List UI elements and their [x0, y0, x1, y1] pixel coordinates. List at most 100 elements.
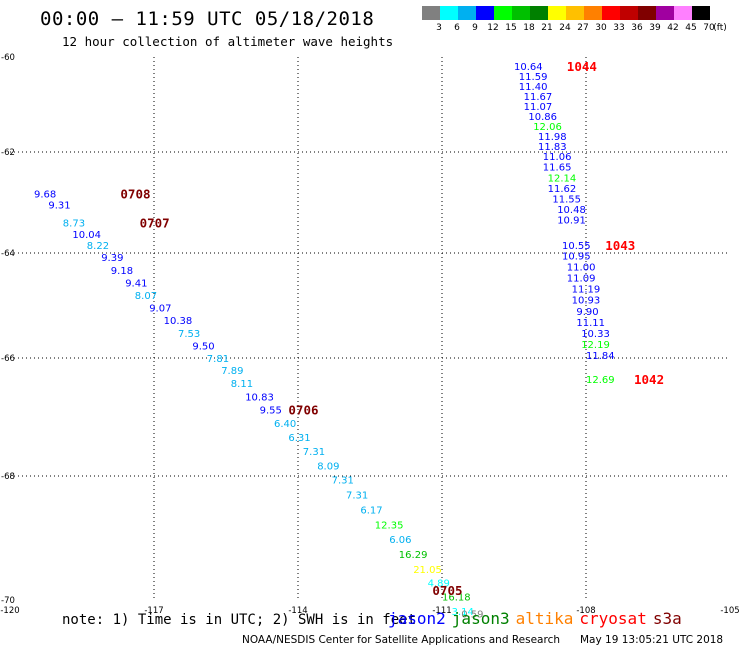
wave-height-value: 9.90: [576, 307, 598, 318]
legend-tick-label: 39: [649, 23, 661, 33]
legend-swatch: [530, 6, 548, 20]
wave-height-value: 8.09: [317, 461, 339, 472]
legend-unit: (ft): [713, 23, 727, 33]
legend-tick-label: 15: [505, 23, 517, 33]
lat-tick-label: -66: [1, 354, 15, 364]
legend-tick-label: 18: [523, 23, 535, 33]
wave-height-value: 9.68: [34, 189, 56, 200]
lat-tick-label: -62: [1, 148, 15, 158]
legend-swatch: [674, 6, 692, 20]
wave-height-value: 8.22: [87, 241, 109, 252]
wave-height-value: 12.35: [375, 520, 404, 531]
wave-height-value: 7.31: [303, 447, 325, 458]
lon-tick-label: -117: [144, 606, 163, 616]
wave-height-value: 8.07: [135, 291, 157, 302]
legend-tick-label: 24: [559, 23, 571, 33]
satellite-legend-item: s3a: [652, 609, 682, 628]
wave-height-value: 11.67: [524, 92, 553, 103]
legend-swatch: [566, 6, 584, 20]
legend-swatch: [692, 6, 710, 20]
wave-height-value: 11.65: [543, 163, 572, 174]
legend-tick-label: 3: [436, 23, 442, 33]
footer-note: note: 1) Time is in UTC; 2) SWH is in fe…: [62, 612, 417, 628]
pass-time-label: 1043: [605, 238, 635, 253]
wave-height-value: 11.07: [524, 102, 553, 113]
wave-height-value: 9.18: [111, 266, 133, 277]
satellite-legend-item: jason3: [451, 609, 510, 628]
pass-time-label: 0707: [140, 216, 170, 231]
wave-height-value: 7.81: [207, 354, 229, 365]
legend-swatch: [422, 6, 440, 20]
wave-height-value: 6.31: [288, 433, 310, 444]
legend-tick-label: 27: [577, 23, 589, 33]
wave-height-value: 9.50: [192, 341, 214, 352]
legend-swatch: [602, 6, 620, 20]
wave-height-value: 12.69: [586, 375, 615, 386]
wave-height-value: 9.55: [260, 405, 282, 416]
legend-swatch: [548, 6, 566, 20]
lon-tick-label: -111: [432, 606, 451, 616]
credit-line: NOAA/NESDIS Center for Satellite Applica…: [242, 634, 560, 646]
wave-height-value: 7.31: [346, 491, 368, 502]
wave-height-value: 10.33: [581, 329, 610, 340]
legend-tick-label: 9: [472, 23, 478, 33]
wave-height-value: 9.41: [125, 278, 147, 289]
wave-height-value: 10.64: [514, 62, 543, 73]
legend-swatch: [494, 6, 512, 20]
pass-time-label: 0708: [120, 186, 150, 201]
wave-height-value: 12.06: [533, 122, 562, 133]
legend-tick-label: 6: [454, 23, 460, 33]
wave-height-value: 7.53: [178, 329, 200, 340]
wave-height-value: 11.11: [576, 318, 605, 329]
wave-height-value: 10.93: [572, 296, 601, 307]
wave-height-value: 16.29: [399, 550, 428, 561]
satellite-legend-item: altika: [515, 609, 574, 628]
legend-tick-label: 30: [595, 23, 607, 33]
lat-tick-label: -68: [1, 472, 15, 482]
lon-tick-label: -114: [288, 606, 307, 616]
wave-height-value: 11.84: [586, 351, 615, 362]
lat-tick-label: -64: [1, 249, 15, 259]
wave-height-value: 16.18: [442, 592, 471, 603]
wave-height-value: 12.14: [548, 173, 577, 184]
wave-height-value: 11.19: [572, 285, 601, 296]
lat-tick-label: -60: [1, 53, 15, 63]
wave-height-value: 11.55: [552, 194, 581, 205]
wave-height-value: 6.40: [274, 419, 296, 430]
legend-swatch: [440, 6, 458, 20]
wave-height-value: 10.83: [245, 392, 274, 403]
pass-time-label: 0705: [432, 583, 462, 598]
wave-height-value: 10.04: [72, 230, 101, 241]
map-axes: -120 -117 -114 -111 -108 -105 -60 -62 -64 -66 -68 -…: [0, 53, 739, 616]
satellite-legend: jason2 jason3 altika cryosat s3a: [388, 609, 688, 628]
credit-timestamp: May 19 13:05:21 UTC 2018: [580, 634, 724, 646]
wave-height-value: 6.17: [360, 505, 382, 516]
wave-height-value: 11.62: [548, 184, 577, 195]
wave-height-value: 10.55: [562, 241, 591, 252]
lon-tick-label: -120: [0, 606, 19, 616]
wave-height-value: 21.05: [413, 565, 442, 576]
wave-height-value: 3.14: [452, 607, 474, 618]
legend-tick-label: 36: [631, 23, 643, 33]
wave-height-value: 11.06: [543, 152, 572, 163]
wave-height-value: 7.31: [332, 476, 354, 487]
legend-swatch: [656, 6, 674, 20]
wave-height-value: 11.00: [567, 263, 596, 274]
wave-height-value: 6.06: [389, 535, 411, 546]
map-grid: [10, 57, 730, 600]
lat-tick-label: -70: [1, 596, 15, 606]
wave-height-value: 10.91: [557, 216, 586, 227]
wave-height-value: 7.89: [221, 366, 243, 377]
pass-time-label: 1044: [567, 59, 597, 74]
legend-tick-label: 45: [685, 23, 697, 33]
wave-height-value: 9.07: [149, 304, 171, 315]
wave-height-value: 0.59: [461, 610, 483, 621]
lon-tick-label: -108: [576, 606, 595, 616]
wave-height-value: 11.98: [538, 132, 567, 143]
satellite-legend-item: cryosat: [579, 609, 647, 628]
wave-height-value: 11.09: [567, 274, 596, 285]
time-labels: 0708 0707 0706 0705 1044 1043 1042: [120, 59, 664, 598]
wave-height-value: 10.95: [562, 252, 591, 263]
